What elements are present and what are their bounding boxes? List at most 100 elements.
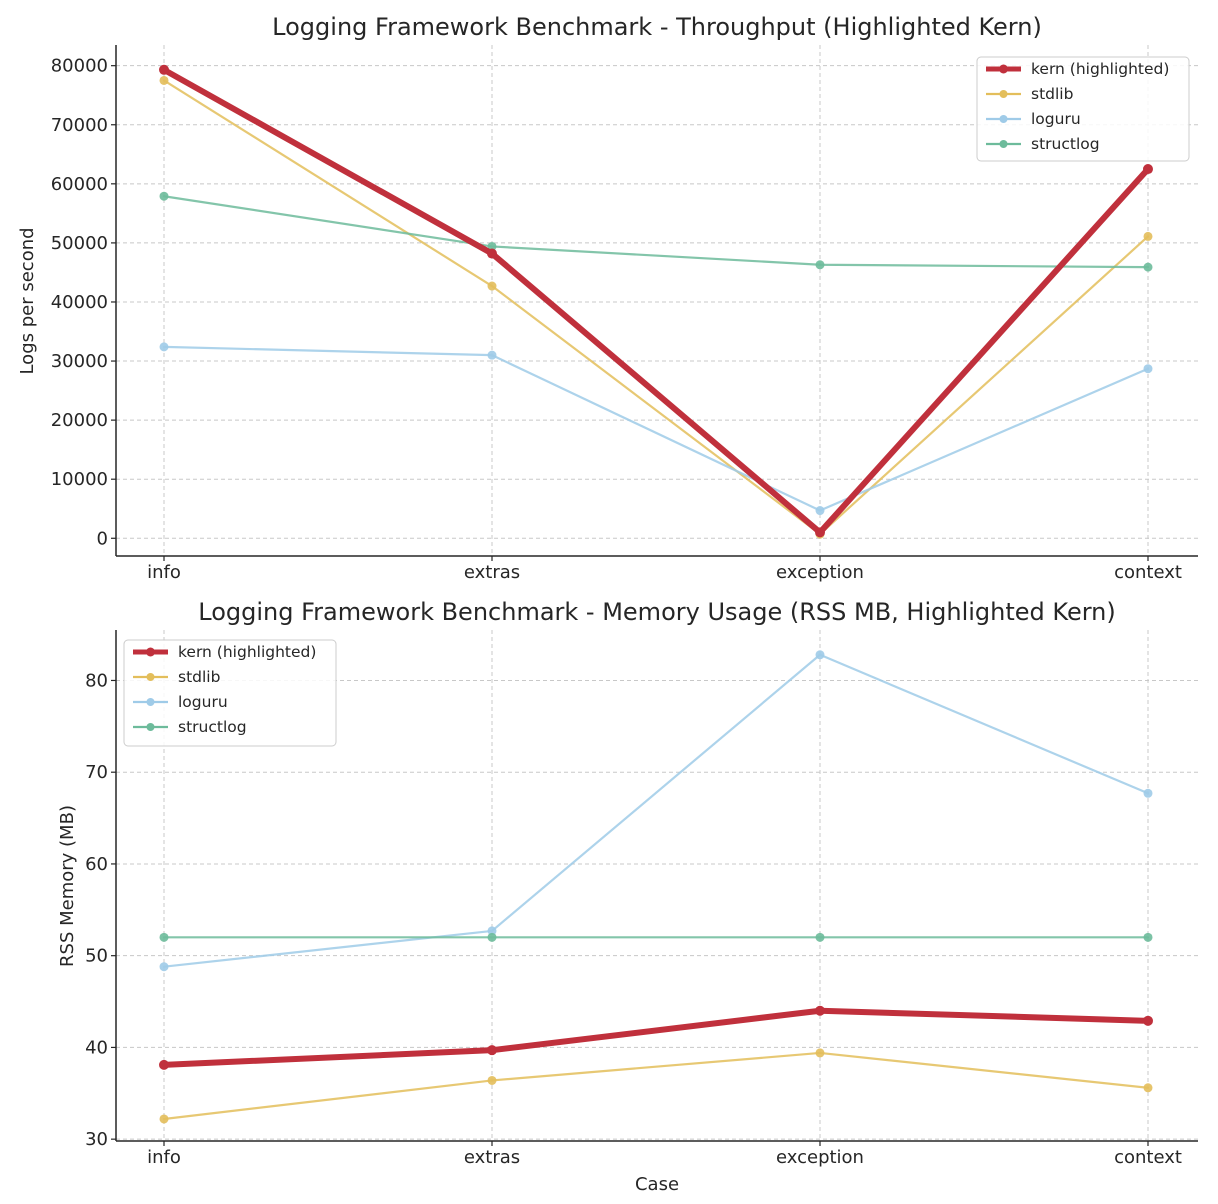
memory-series-structlog-point <box>487 932 497 942</box>
memory-series-kern-highlighted <box>159 1005 1153 1070</box>
throughput-legend-item-stdlib: stdlib <box>986 85 1073 103</box>
throughput-series-structlog <box>159 191 1153 272</box>
memory-series-structlog <box>159 932 1153 942</box>
throughput-series-kern-highlighted-point <box>487 248 497 259</box>
throughput-legend-box <box>976 56 1190 162</box>
memory-legend-marker <box>146 673 155 681</box>
memory-legend-item-structlog: structlog <box>133 718 247 736</box>
memory-y-tick-label: 80 <box>85 670 108 691</box>
memory-legend-label: structlog <box>178 718 247 736</box>
memory-y-tick-label: 30 <box>85 1129 108 1150</box>
throughput-series-structlog-point <box>815 260 825 270</box>
throughput-x-tick-label: extras <box>464 562 520 583</box>
throughput-y-tick-label: 10000 <box>51 469 108 490</box>
memory-x-tick-label: context <box>1114 1147 1182 1168</box>
throughput-series-structlog-point <box>159 191 169 201</box>
memory-legend-item-kern-highlighted: kern (highlighted) <box>133 643 316 661</box>
memory-legend-label: stdlib <box>178 668 220 686</box>
throughput-y-tick-label: 60000 <box>51 174 108 195</box>
memory-series-kern-highlighted-point <box>815 1005 825 1016</box>
throughput-axes <box>115 45 1198 557</box>
throughput-legend-label: stdlib <box>1031 85 1073 103</box>
memory-legend-marker <box>146 698 155 706</box>
memory-series-loguru-line <box>162 653 1150 968</box>
memory-legend-label: kern (highlighted) <box>178 643 316 661</box>
memory-series-loguru-point <box>1143 788 1153 798</box>
throughput-y-tick-label: 30000 <box>51 351 108 372</box>
throughput-legend-marker <box>999 115 1008 123</box>
memory-series-stdlib-point <box>1143 1083 1153 1093</box>
throughput-y-tick-label: 40000 <box>51 292 108 313</box>
throughput-series-loguru-point <box>1143 364 1153 374</box>
throughput-series-kern-highlighted-line <box>161 66 1151 536</box>
throughput-y-ticks: 0 10000 20000 30000 40000 50000 60000 70000 8000… <box>51 56 116 549</box>
throughput-series-stdlib-point <box>159 75 169 85</box>
throughput-series-loguru-point <box>487 350 497 360</box>
memory-chart-title: Logging Framework Benchmark - Memory Usa… <box>198 598 1115 626</box>
memory-y-tick-label: 40 <box>85 1037 108 1058</box>
memory-y-axis-label: RSS Memory (MB) <box>57 805 78 967</box>
memory-y-ticks: 30 40 50 60 70 80 <box>85 670 116 1150</box>
throughput-x-tick-label: info <box>147 562 181 583</box>
throughput-y-tick-label: 20000 <box>51 410 108 431</box>
memory-series-loguru-point <box>815 650 825 660</box>
throughput-y-tick-label: 0 <box>97 528 108 549</box>
memory-series-loguru-point <box>159 962 169 972</box>
memory-x-tick-label: extras <box>464 1147 520 1168</box>
memory-series-stdlib <box>159 1048 1153 1124</box>
memory-series-kern-highlighted-point <box>1143 1015 1153 1026</box>
memory-legend-item-loguru: loguru <box>133 693 228 711</box>
throughput-legend-item-kern-highlighted: kern (highlighted) <box>986 60 1169 78</box>
throughput-legend-marker <box>999 140 1008 148</box>
throughput-series-loguru-point <box>815 506 825 516</box>
memory-plot-area <box>159 650 1153 1124</box>
memory-series-kern-highlighted-line <box>161 1007 1151 1068</box>
memory-series-stdlib-point <box>159 1114 169 1124</box>
memory-legend-item-stdlib: stdlib <box>133 668 220 686</box>
memory-legend-marker <box>146 723 155 731</box>
memory-legend-label: loguru <box>178 693 228 711</box>
throughput-series-kern-highlighted <box>159 64 1153 538</box>
throughput-series-stdlib-point <box>487 281 497 291</box>
throughput-series-stdlib-line <box>162 79 1150 536</box>
throughput-y-axis-label: Logs per second <box>17 227 38 374</box>
throughput-x-ticks: info extras exception context <box>147 556 1182 583</box>
throughput-x-tick-label: context <box>1114 562 1182 583</box>
memory-series-kern-highlighted-point <box>159 1059 169 1070</box>
throughput-chart-title: Logging Framework Benchmark - Throughput… <box>272 13 1042 41</box>
throughput-series-structlog-point <box>487 241 497 251</box>
throughput-legend-label: loguru <box>1031 110 1081 128</box>
throughput-legend-label: structlog <box>1031 135 1100 153</box>
throughput-series-loguru-point <box>159 342 169 352</box>
throughput-series-kern-highlighted-point <box>1143 164 1153 175</box>
memory-series-loguru-point <box>487 926 497 936</box>
throughput-legend: kern (highlighted) stdlib loguru structlog <box>976 56 1190 162</box>
throughput-y-tick-label: 70000 <box>51 115 108 136</box>
throughput-y-tick-label: 50000 <box>51 233 108 254</box>
throughput-series-loguru <box>159 342 1153 516</box>
memory-y-tick-label: 70 <box>85 762 108 783</box>
throughput-chart: Logging Framework Benchmark - Throughput… <box>17 13 1198 583</box>
memory-chart: Logging Framework Benchmark - Memory Usa… <box>57 598 1198 1195</box>
throughput-series-kern-highlighted-point <box>159 64 169 75</box>
memory-series-kern-highlighted-point <box>487 1045 497 1056</box>
throughput-series-structlog-line <box>162 195 1150 269</box>
memory-legend-box <box>123 639 337 747</box>
memory-x-axis-label: Case <box>635 1174 679 1195</box>
throughput-series-structlog-point <box>1143 262 1153 272</box>
throughput-legend-marker <box>999 64 1008 74</box>
memory-series-structlog-point <box>159 932 169 942</box>
memory-series-stdlib-point <box>487 1075 497 1085</box>
throughput-x-tick-label: exception <box>776 562 864 583</box>
throughput-series-stdlib-point <box>1143 231 1153 241</box>
throughput-y-tick-label: 80000 <box>51 56 108 77</box>
memory-legend: kern (highlighted) stdlib loguru structlog <box>123 639 337 747</box>
throughput-legend-item-structlog: structlog <box>986 135 1100 153</box>
memory-x-tick-label: info <box>147 1147 181 1168</box>
throughput-plot-area <box>159 64 1153 539</box>
memory-x-ticks: info extras exception context <box>147 1141 1182 1168</box>
throughput-series-kern-highlighted-point <box>815 527 825 538</box>
memory-x-tick-label: exception <box>776 1147 864 1168</box>
